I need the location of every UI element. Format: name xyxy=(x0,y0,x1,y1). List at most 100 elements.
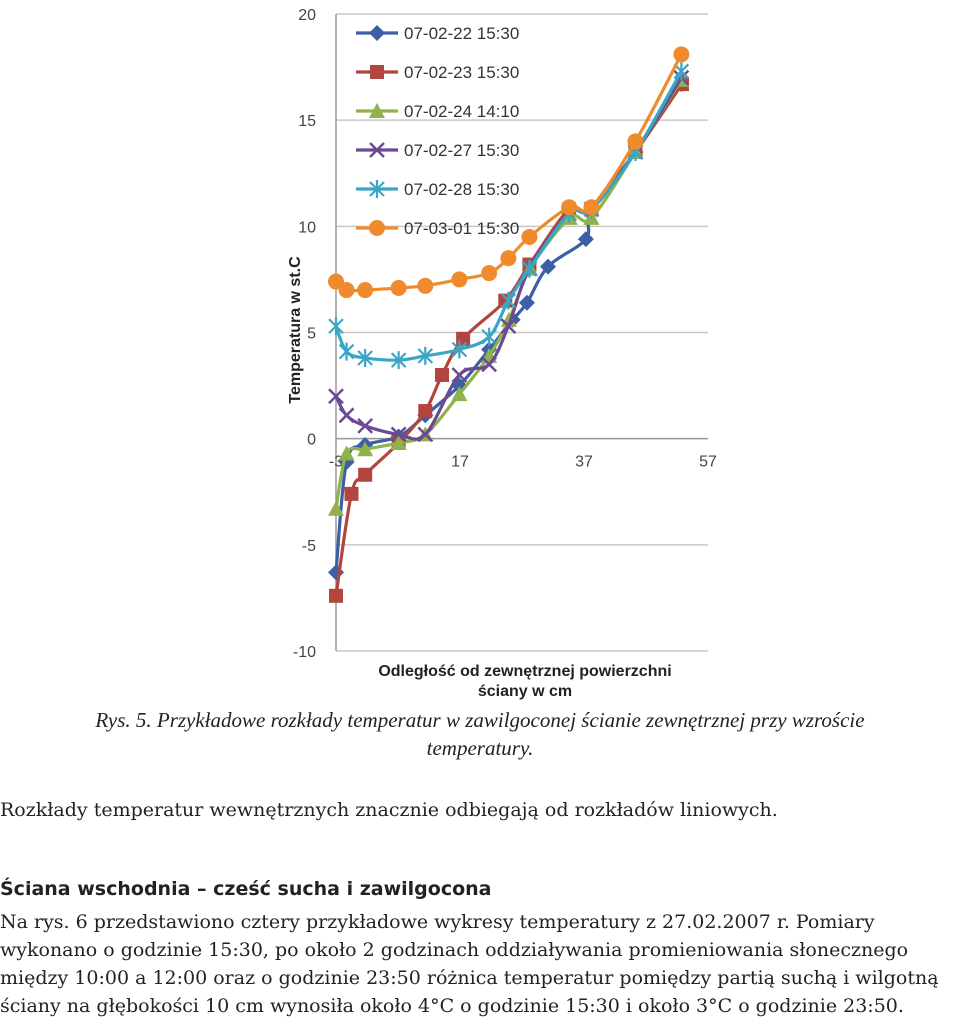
data-point xyxy=(627,133,644,150)
y-tick-label: 10 xyxy=(298,219,316,236)
marker-stroke xyxy=(451,367,468,383)
legend-item: 07-02-27 15:30 xyxy=(356,141,519,160)
data-point xyxy=(338,445,355,461)
data-point xyxy=(344,486,359,501)
data-point xyxy=(358,467,373,482)
data-point xyxy=(357,441,374,457)
data-point xyxy=(481,356,498,373)
legend-label: 07-02-28 15:30 xyxy=(404,180,519,199)
legend-marker xyxy=(369,180,385,198)
marker-stroke xyxy=(369,142,385,158)
legend-marker xyxy=(369,142,385,158)
x-tick-label: -3 xyxy=(329,454,343,471)
y-tick-label: 0 xyxy=(307,432,316,449)
data-point xyxy=(390,351,407,370)
x-tick-label: 57 xyxy=(699,454,717,471)
data-point xyxy=(451,386,468,402)
data-point xyxy=(577,231,594,248)
data-point xyxy=(417,277,434,294)
paragraph-line: Na rys. 6 przedstawiono cztery przykłado… xyxy=(0,911,875,933)
data-point xyxy=(418,404,433,419)
chart-series xyxy=(328,46,690,603)
legend-label: 07-02-23 15:30 xyxy=(404,63,519,82)
data-point xyxy=(338,342,355,361)
legend-item: 07-03-01 15:30 xyxy=(356,219,519,238)
x-tick-label: 37 xyxy=(575,454,593,471)
chart-legend: 07-02-22 15:30 07-02-23 15:30 07-02-24 14:… xyxy=(356,24,519,238)
paragraph-line: wykonano o godzinie 15:30, po około 2 go… xyxy=(0,939,909,961)
data-point xyxy=(500,250,517,267)
marker-stroke xyxy=(417,426,434,443)
legend-label: 07-03-01 15:30 xyxy=(404,219,519,238)
data-point xyxy=(328,388,344,405)
y-tick-label: 15 xyxy=(298,113,316,130)
x-axis-title: Odległość od zewnętrznej powierzchni xyxy=(378,663,671,680)
paragraph: Na rys. 6 przedstawiono cztery przykłado… xyxy=(0,908,960,1020)
legend-marker xyxy=(370,65,384,79)
data-point xyxy=(338,282,355,299)
series-6 xyxy=(328,46,690,299)
legend-marker xyxy=(369,103,385,118)
data-point xyxy=(357,282,374,299)
data-point xyxy=(390,279,407,296)
data-point xyxy=(435,367,450,382)
marker-stroke xyxy=(328,388,344,405)
data-point xyxy=(417,346,434,365)
marker-stroke xyxy=(500,318,517,335)
marker-stroke xyxy=(357,418,374,434)
legend-item: 07-02-24 14:10 xyxy=(356,102,519,121)
legend-label: 07-02-27 15:30 xyxy=(404,141,519,160)
data-point xyxy=(540,258,557,275)
data-point xyxy=(451,271,468,288)
data-point xyxy=(521,228,538,245)
legend-item: 07-02-22 15:30 xyxy=(356,24,519,43)
data-point xyxy=(328,317,344,336)
data-point xyxy=(583,199,600,216)
legend-item: 07-02-23 15:30 xyxy=(356,63,519,82)
y-axis-ticks: 20 15 10 5 0 -5 -10 xyxy=(293,7,316,661)
marker-stroke xyxy=(338,407,355,424)
data-point xyxy=(417,426,434,443)
data-point xyxy=(451,367,468,383)
x-tick-label: 17 xyxy=(451,454,469,471)
marker-stroke xyxy=(481,356,498,373)
caption-line: temperatury. xyxy=(426,736,534,760)
data-point xyxy=(456,331,471,346)
data-point xyxy=(357,348,373,367)
y-axis-title: Temperatura w st.C xyxy=(287,256,304,404)
data-point xyxy=(561,199,578,216)
data-point xyxy=(500,318,517,335)
paragraph: Rozkłady temperatur wewnętrznych znaczni… xyxy=(0,799,778,821)
data-point xyxy=(328,500,344,516)
y-tick-label: 20 xyxy=(298,7,316,24)
data-point xyxy=(673,46,690,63)
data-point xyxy=(338,407,355,424)
legend-marker xyxy=(369,220,385,236)
data-point xyxy=(329,588,343,603)
data-point xyxy=(500,291,517,310)
legend-item: 07-02-28 15:30 xyxy=(356,180,519,199)
y-tick-label: 5 xyxy=(307,326,316,343)
data-point xyxy=(518,294,535,311)
y-tick-label: -10 xyxy=(293,644,316,661)
paragraph-line: między 10:00 a 12:00 oraz o godzinie 23:… xyxy=(0,967,939,989)
section-heading: Ściana wschodnia – cześć sucha i zawilgo… xyxy=(0,878,492,900)
data-point xyxy=(451,340,468,359)
legend-marker xyxy=(369,25,385,41)
data-point xyxy=(481,327,497,346)
data-point xyxy=(357,418,374,434)
data-point xyxy=(521,259,538,278)
y-tick-label: -5 xyxy=(302,538,316,555)
data-point xyxy=(481,265,498,282)
paragraph-line: ściany na głębokości 10 cm wynosiła okoł… xyxy=(0,995,904,1017)
data-point xyxy=(390,426,407,443)
legend-label: 07-02-22 15:30 xyxy=(404,24,519,43)
legend-label: 07-02-24 14:10 xyxy=(404,102,519,121)
data-point xyxy=(390,434,407,450)
x-axis-ticks: -3 17 37 57 xyxy=(329,454,717,471)
figure-caption: Rys. 5. Przykładowe rozkłady temperatur … xyxy=(0,706,960,762)
x-axis-title-line2: ściany w cm xyxy=(478,683,572,700)
marker-stroke xyxy=(390,426,407,443)
caption-line: Rys. 5. Przykładowe rozkłady temperatur … xyxy=(95,708,865,732)
